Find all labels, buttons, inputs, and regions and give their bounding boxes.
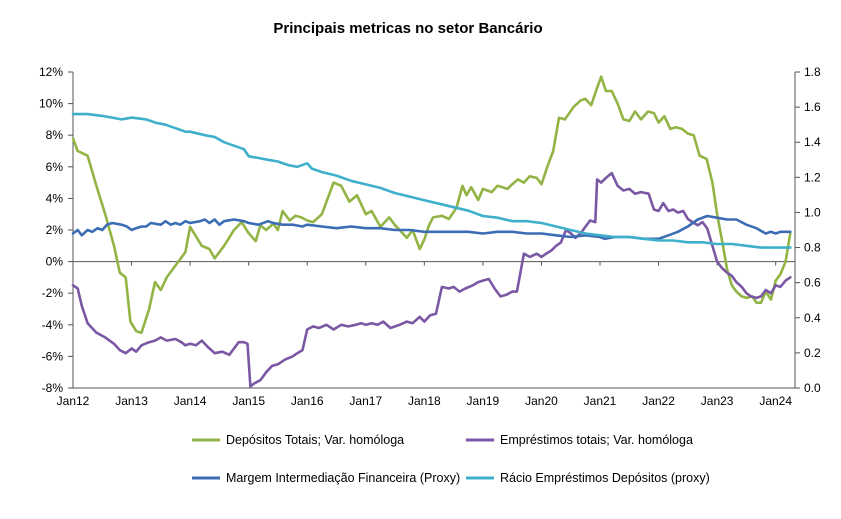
x-tick-label: Jan23	[701, 394, 734, 408]
y-left-tick-label: 10%	[39, 97, 63, 111]
series-line-3	[71, 214, 792, 241]
y-right-tick-label: 0.2	[804, 346, 821, 360]
plot-area: -8% -6% -4% -2% 0% 2% 4% 6% 8% 10% 12% 0.0 0.2 0.4 0.6…	[39, 65, 821, 408]
chart-title: Principais metricas no setor Bancário	[273, 20, 542, 37]
series-line-1	[71, 75, 792, 334]
y-left-tick-label: 12%	[39, 65, 63, 79]
x-tick-label: Jan21	[584, 394, 617, 408]
x-tick-label: Jan13	[115, 394, 148, 408]
legend-label-2: Empréstimos totais; Var. homóloga	[500, 433, 693, 447]
y-left-tick-label: 0%	[46, 255, 64, 269]
y-right-tick-label: 0.0	[804, 381, 821, 395]
y-left-tick-label: -8%	[42, 381, 64, 395]
x-tick-label: Jan22	[642, 394, 675, 408]
legend: Depósitos Totais; Var. homóloga Empréstim…	[192, 433, 710, 485]
legend-label-4: Rácio Empréstimos Depósitos (proxy)	[500, 471, 710, 485]
legend-label-3: Margem Intermediação Financeira (Proxy)	[226, 471, 460, 485]
y-right-tick-label: 0.6	[804, 276, 821, 290]
y-right-tick-label: 1.6	[804, 100, 821, 114]
y-left-tick-label: 4%	[46, 191, 64, 205]
y-right-tick-label: 1.2	[804, 170, 821, 184]
y-left-tick-label: 6%	[46, 160, 64, 174]
y-right-tick-label: 1.8	[804, 65, 821, 79]
y-left-tick-label: -6%	[42, 349, 64, 363]
y-left-tick-label: -2%	[42, 286, 64, 300]
y-left-tick-label: -4%	[42, 318, 64, 332]
series-line-4	[71, 112, 792, 249]
x-tick-label: Jan20	[525, 394, 558, 408]
x-tick-label: Jan19	[467, 394, 500, 408]
x-tick-label: Jan18	[408, 394, 441, 408]
x-tick-label: Jan17	[349, 394, 382, 408]
x-tick-label: Jan15	[232, 394, 265, 408]
x-tick-label: Jan14	[174, 394, 207, 408]
x-tick-label: Jan16	[291, 394, 324, 408]
y-right-tick-label: 1.4	[804, 135, 821, 149]
y-right-tick-label: 0.8	[804, 241, 821, 255]
y-left-tick-label: 8%	[46, 128, 64, 142]
x-tick-label: Jan24	[759, 394, 792, 408]
series-line-2	[71, 171, 792, 388]
y-left-tick-label: 2%	[46, 223, 64, 237]
x-tick-label: Jan12	[57, 394, 90, 408]
y-right-tick-label: 1.0	[804, 205, 821, 219]
y-right-tick-label: 0.4	[804, 311, 821, 325]
legend-label-1: Depósitos Totais; Var. homóloga	[226, 433, 404, 447]
